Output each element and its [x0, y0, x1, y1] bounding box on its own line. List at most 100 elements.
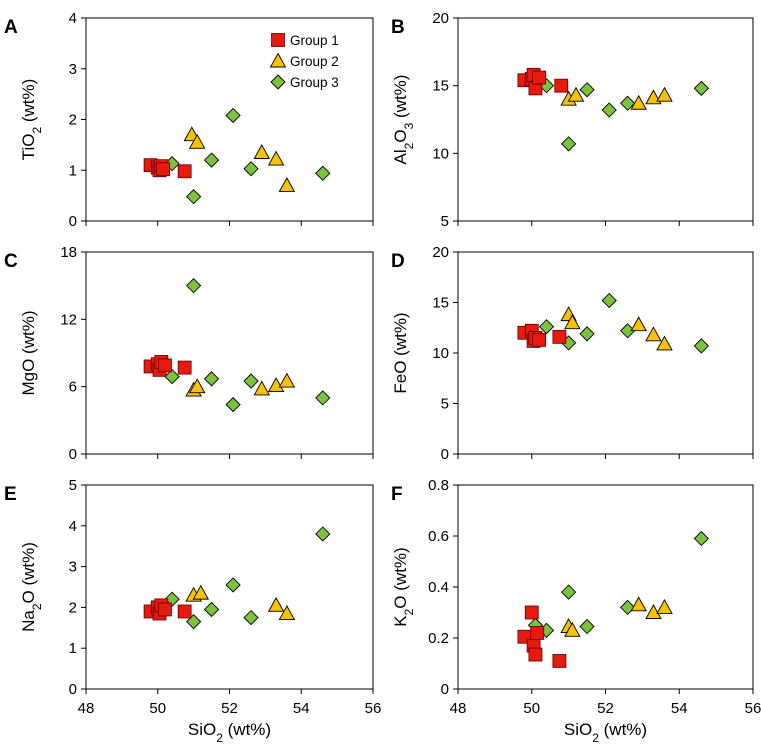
- data-point: [579, 618, 595, 635]
- data-point: [693, 80, 710, 97]
- series-group-3: [538, 292, 710, 354]
- data-point: [538, 319, 555, 335]
- y-tick-label: 0.2: [428, 630, 449, 647]
- y-tick-label: 0: [69, 681, 77, 698]
- data-point: [645, 326, 662, 342]
- series-group-2: [183, 126, 296, 192]
- y-tick-label: 20: [432, 10, 449, 27]
- data-point: [267, 596, 285, 612]
- y-tick-label: 18: [60, 244, 77, 261]
- legend-marker: [270, 74, 286, 90]
- panel-a: A 0 1 2 3 4 TiO2 (wt%) Group 1 Group 2 Group 3: [4, 10, 374, 230]
- y-tick-label: 5: [441, 213, 449, 230]
- x-tick-label: 52: [221, 700, 238, 717]
- x-axis-label: SiO2 (wt%): [564, 720, 647, 744]
- data-point: [243, 609, 259, 626]
- y-tick-label: 0.4: [428, 579, 449, 596]
- data-point: [177, 360, 192, 375]
- data-point: [619, 95, 636, 111]
- data-point: [656, 335, 673, 351]
- y-tick-label: 10: [432, 345, 449, 362]
- data-point: [278, 177, 296, 192]
- data-point: [693, 338, 710, 354]
- panel-letter: F: [391, 484, 403, 505]
- series-group-1: [517, 323, 567, 348]
- x-tick-label: 50: [149, 700, 166, 717]
- data-point: [203, 601, 220, 618]
- data-point: [253, 380, 271, 396]
- y-tick-label: 4: [69, 518, 77, 535]
- series-group-1: [517, 67, 569, 96]
- data-point: [177, 604, 192, 619]
- data-point: [567, 86, 585, 102]
- y-tick-label: 3: [69, 61, 77, 78]
- data-point: [315, 526, 331, 542]
- data-point: [243, 373, 259, 389]
- data-point: [552, 329, 567, 344]
- series-group-2: [185, 584, 296, 620]
- panel-e: E 0 1 2 3 4 5 48 50 52 54 56 Na2O (wt%) SiO2 (wt%): [4, 477, 381, 744]
- y-tick-label: 0: [69, 446, 77, 463]
- series-group-1: [517, 605, 567, 668]
- panel-letter: B: [391, 17, 405, 38]
- y-tick-label: 0.8: [428, 477, 449, 494]
- data-point: [564, 314, 581, 330]
- x-tick-label: 48: [78, 700, 95, 717]
- series-group-2: [560, 596, 673, 637]
- x-tick-label: 54: [671, 700, 688, 717]
- y-axis-label: K2O (wt%): [391, 547, 416, 626]
- data-point: [158, 602, 172, 617]
- y-tick-label: 0: [441, 681, 449, 698]
- data-point: [315, 390, 331, 406]
- data-point: [203, 152, 220, 168]
- series-group-1: [143, 158, 192, 179]
- y-axis-label: MgO (wt%): [19, 311, 38, 396]
- data-point: [656, 598, 673, 614]
- y-tick-label: 5: [69, 477, 77, 494]
- y-tick-label: 5: [441, 396, 449, 413]
- series-group-3: [164, 107, 331, 205]
- y-tick-label: 2: [69, 599, 77, 616]
- data-point: [552, 654, 567, 668]
- data-point: [253, 144, 271, 159]
- panel-f: F 0 0.2 0.4 0.6 0.8 48 50 52 54 56 K2O (wt%) SiO2 (w…: [391, 477, 761, 744]
- data-point: [185, 189, 202, 205]
- data-point: [601, 292, 617, 309]
- data-point: [188, 378, 206, 394]
- x-tick-label: 52: [597, 700, 614, 717]
- legend: Group 1 Group 2 Group 3: [269, 33, 339, 90]
- panel-letter: A: [4, 17, 18, 38]
- data-point: [579, 326, 595, 342]
- x-tick-label: 48: [450, 700, 467, 717]
- y-tick-label: 6: [69, 379, 77, 396]
- data-point: [560, 136, 577, 152]
- series-group-1: [143, 355, 192, 377]
- data-point: [554, 78, 569, 93]
- data-point: [630, 596, 647, 612]
- data-point: [532, 70, 547, 85]
- series-group-3: [527, 530, 710, 638]
- series-group-3: [164, 526, 331, 630]
- y-axis-label: Na2O (wt%): [19, 542, 44, 632]
- y-tick-label: 12: [60, 311, 77, 328]
- x-axis-label: SiO2 (wt%): [188, 720, 271, 744]
- data-point: [278, 605, 296, 620]
- data-point: [630, 316, 647, 332]
- data-point: [532, 332, 547, 347]
- y-tick-label: 3: [69, 559, 77, 576]
- x-tick-label: 56: [365, 700, 382, 717]
- data-point: [192, 584, 210, 600]
- data-point: [560, 584, 577, 600]
- x-tick-label: 50: [523, 700, 540, 717]
- data-point: [530, 626, 545, 640]
- data-point: [225, 107, 241, 124]
- data-point: [315, 165, 331, 181]
- data-point: [164, 368, 180, 385]
- y-tick-label: 2: [69, 112, 77, 129]
- data-point: [203, 371, 220, 387]
- y-tick-label: 15: [432, 295, 449, 312]
- data-point: [656, 86, 673, 102]
- y-tick-label: 1: [69, 162, 77, 179]
- plot-frame: [457, 251, 754, 455]
- y-tick-label: 4: [69, 10, 77, 27]
